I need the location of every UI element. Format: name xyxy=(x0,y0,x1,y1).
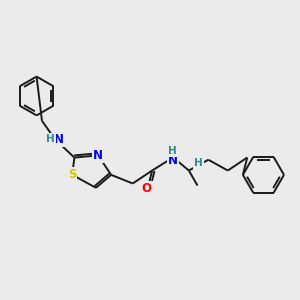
Text: S: S xyxy=(68,168,76,181)
Text: O: O xyxy=(142,182,152,195)
Text: N: N xyxy=(54,133,64,146)
Text: H: H xyxy=(168,146,177,156)
Text: H: H xyxy=(46,134,55,144)
Text: N: N xyxy=(168,154,178,167)
Text: H: H xyxy=(194,158,203,168)
Text: N: N xyxy=(93,149,103,162)
